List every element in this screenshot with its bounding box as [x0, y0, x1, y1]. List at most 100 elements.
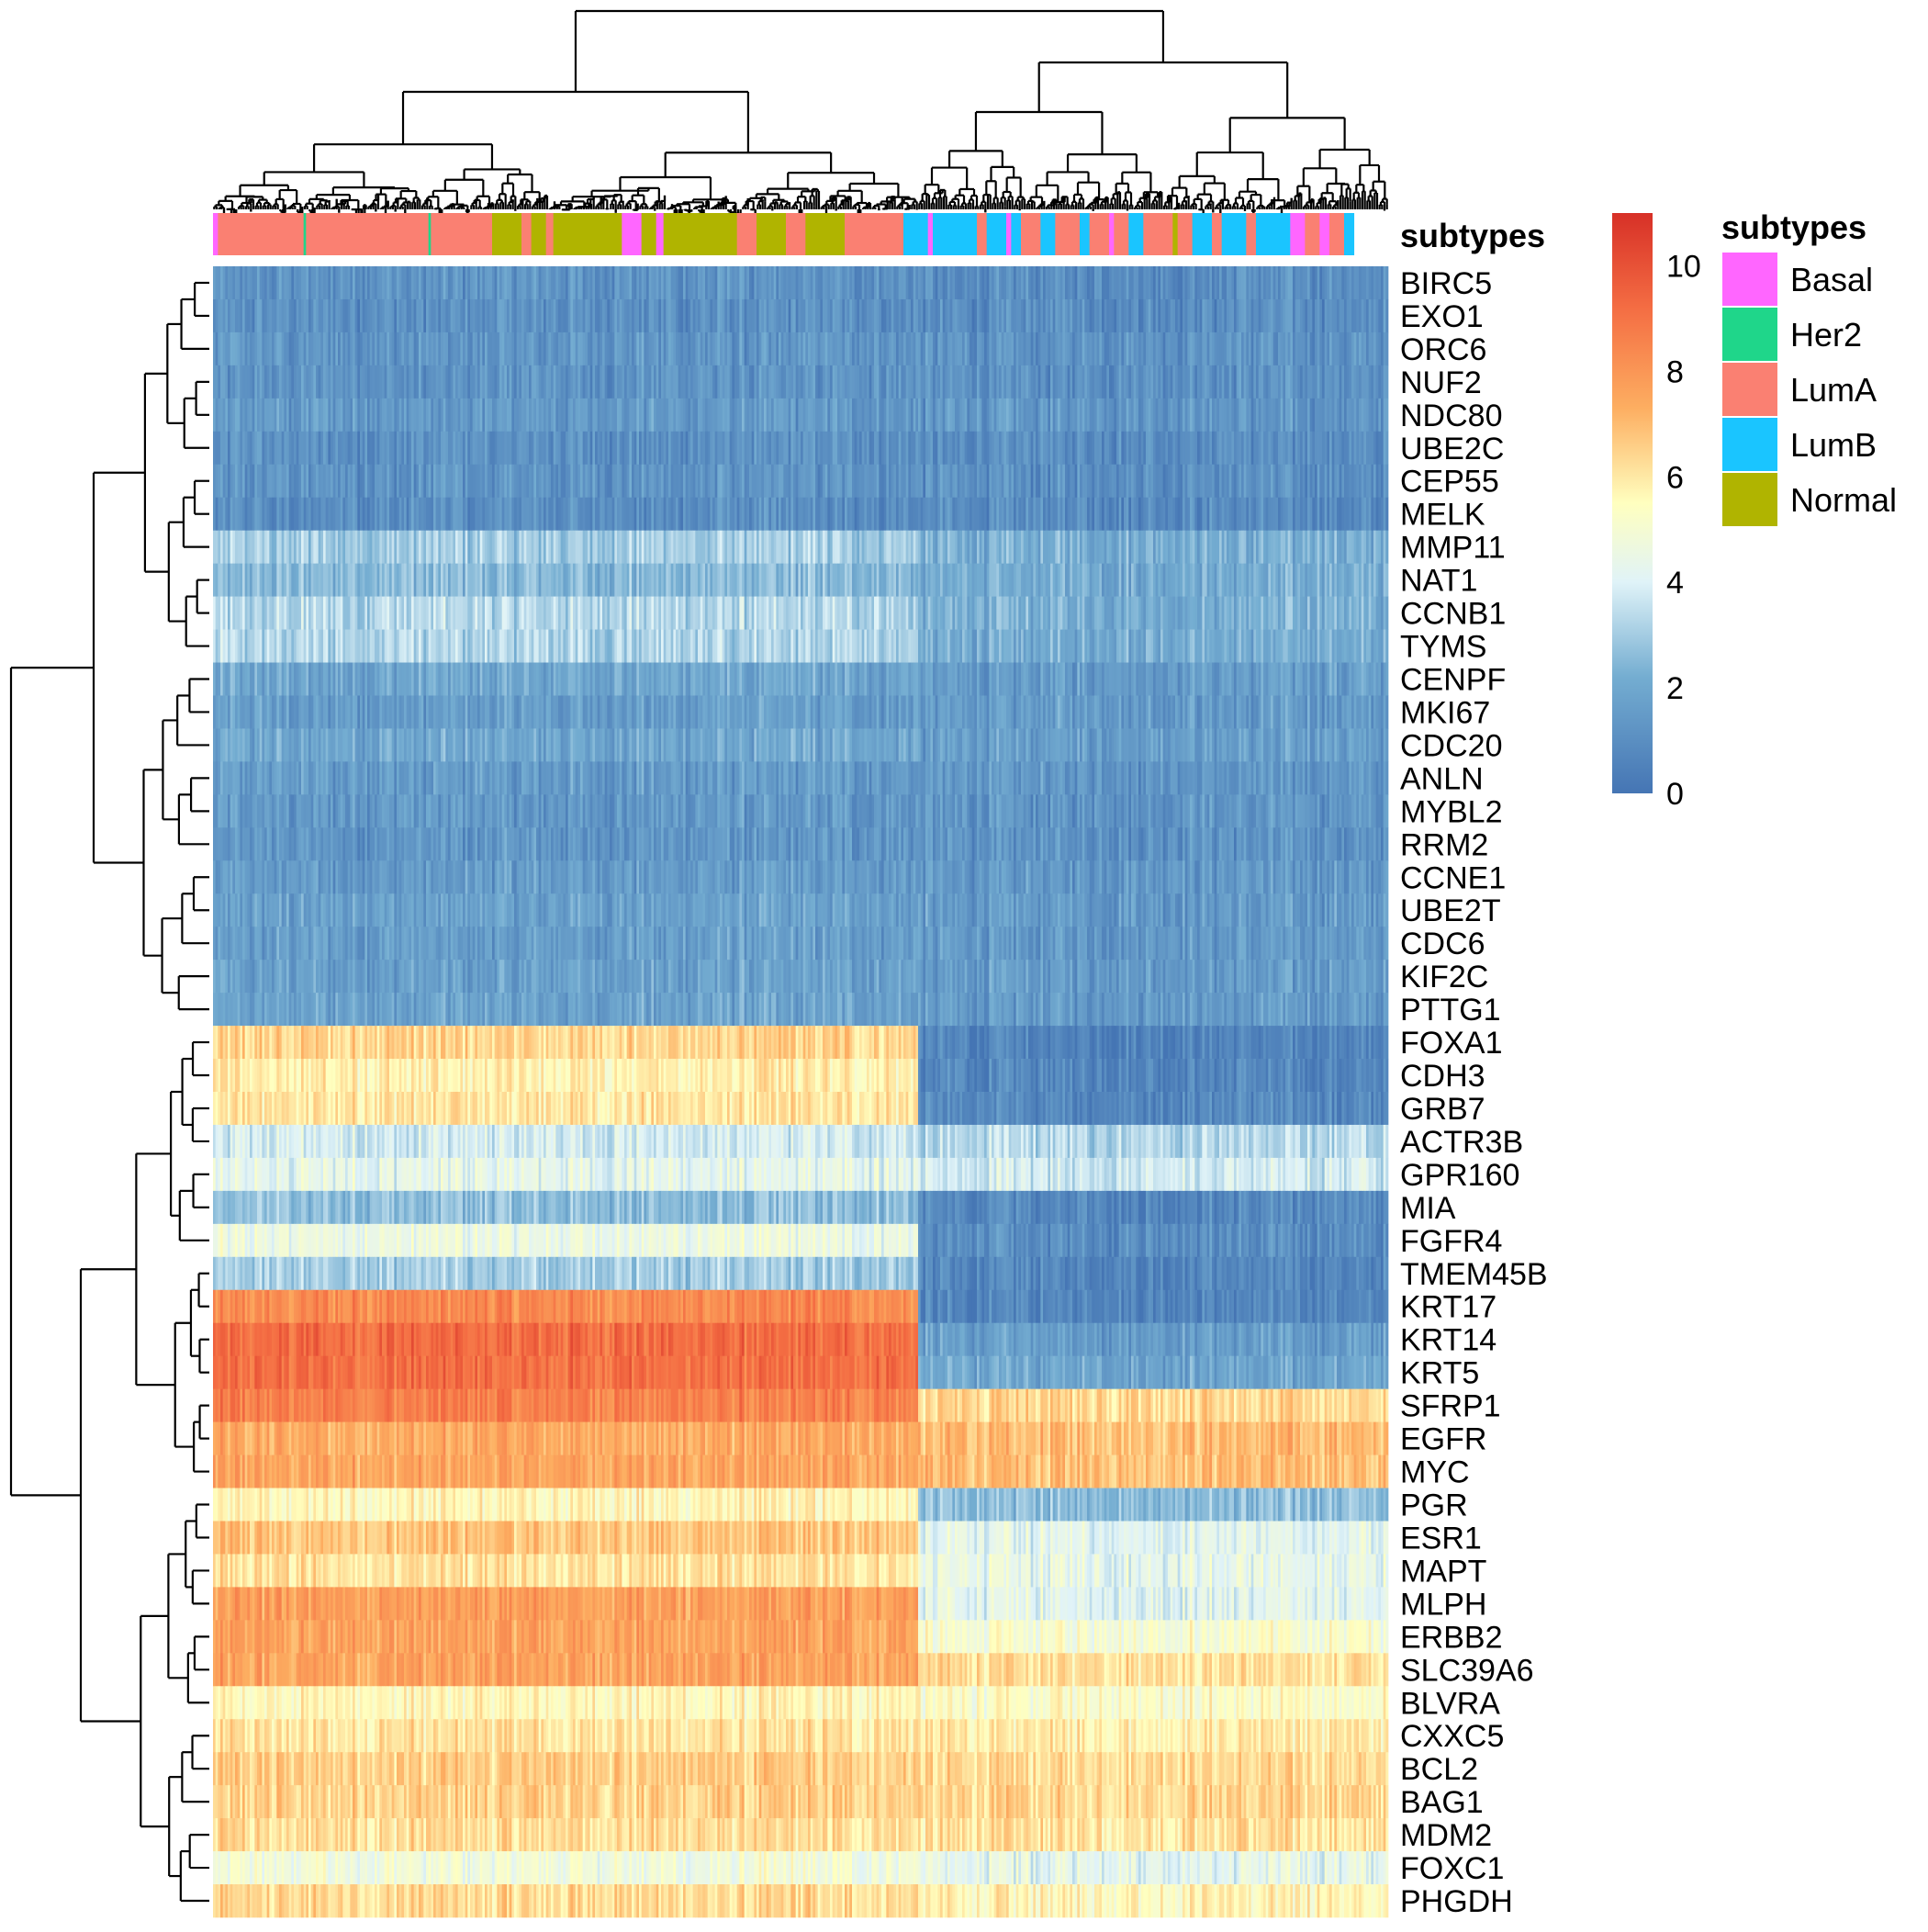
heatmap-cell — [620, 399, 622, 432]
heatmap-cell — [1322, 332, 1325, 365]
heatmap-cell — [779, 332, 781, 365]
heatmap-cell — [489, 432, 492, 465]
heatmap-cell — [252, 365, 255, 399]
heatmap-cell — [1256, 399, 1259, 432]
heatmap-cell — [1187, 365, 1190, 399]
heatmap-cell — [724, 266, 727, 299]
heatmap-cell — [320, 266, 323, 299]
heatmap-cell — [451, 432, 454, 465]
heatmap-cell — [1031, 399, 1034, 432]
heatmap-cell — [693, 299, 696, 332]
heatmap-cell — [752, 432, 755, 465]
heatmap-cell — [297, 332, 299, 365]
heatmap-cell — [409, 399, 411, 432]
heatmap-cell — [1087, 332, 1090, 365]
heatmap-cell — [830, 365, 833, 399]
heatmap-cell — [1261, 432, 1263, 465]
heatmap-cell — [849, 332, 852, 365]
heatmap-cell — [779, 266, 781, 299]
heatmap-cell — [583, 365, 586, 399]
heatmap-cell — [423, 365, 426, 399]
heatmap-cell — [754, 365, 757, 399]
heatmap-cell — [1018, 266, 1021, 299]
heatmap-cell — [313, 299, 316, 332]
heatmap-cell — [1002, 432, 1004, 465]
heatmap-cell — [1153, 266, 1156, 299]
heatmap-cell — [480, 266, 483, 299]
heatmap-cell — [688, 332, 690, 365]
heatmap-cell — [409, 465, 411, 498]
heatmap-cell — [970, 399, 972, 432]
heatmap-cell — [996, 465, 999, 498]
heatmap-cell — [291, 432, 294, 465]
heatmap-cell — [989, 299, 992, 332]
heatmap-cell — [710, 465, 712, 498]
heatmap-cell — [1106, 266, 1109, 299]
heatmap-cell — [1065, 332, 1068, 365]
heatmap-cell — [698, 365, 701, 399]
heatmap-cell — [790, 432, 793, 465]
heatmap-cell — [842, 332, 845, 365]
heatmap-cell — [375, 299, 377, 332]
heatmap-cell — [877, 332, 880, 365]
heatmap-cell — [342, 465, 345, 498]
heatmap-cell — [857, 266, 859, 299]
heatmap-cell — [1271, 365, 1273, 399]
heatmap-cell — [399, 432, 402, 465]
heatmap-cell — [475, 465, 477, 498]
heatmap-cell — [477, 465, 480, 498]
heatmap-cell — [1141, 432, 1144, 465]
heatmap-cell — [1172, 299, 1175, 332]
heatmap-cell — [1207, 432, 1210, 465]
heatmap-cell — [1278, 432, 1281, 465]
heatmap-cell — [830, 432, 833, 465]
heatmap-cell — [1058, 399, 1060, 432]
heatmap-cell — [879, 465, 881, 498]
heatmap-cell — [1261, 299, 1263, 332]
heatmap-cell — [216, 365, 219, 399]
heatmap-cell — [213, 299, 216, 332]
heatmap-row-cep55 — [213, 465, 1388, 498]
heatmap-cell — [1259, 299, 1261, 332]
heatmap-cell — [911, 399, 914, 432]
heatmap-cell — [536, 432, 539, 465]
heatmap-cell — [1322, 399, 1325, 432]
heatmap-cell — [333, 465, 336, 498]
heatmap-cell — [1200, 365, 1203, 399]
heatmap-cell — [539, 465, 542, 498]
heatmap-cell — [1362, 399, 1364, 432]
annotation-segment-basal — [1109, 213, 1115, 255]
annotation-segment-lumb — [903, 213, 928, 255]
heatmap-cell — [1215, 365, 1217, 399]
heatmap-cell — [561, 399, 564, 432]
heatmap-cell — [242, 465, 245, 498]
heatmap-cell — [937, 432, 940, 465]
heatmap-cell — [306, 465, 308, 498]
heatmap-cell — [1116, 299, 1119, 332]
heatmap-cell — [849, 299, 852, 332]
heatmap-cell — [1175, 432, 1178, 465]
heatmap-cell — [1114, 332, 1116, 365]
heatmap-cell — [1224, 399, 1227, 432]
heatmap-cell — [1009, 299, 1012, 332]
heatmap-cell — [818, 399, 821, 432]
heatmap-cell — [1180, 432, 1183, 465]
heatmap-cell — [1227, 365, 1229, 399]
heatmap-cell — [1172, 399, 1175, 432]
heatmap-cell — [1050, 332, 1053, 365]
heatmap-cell — [936, 266, 938, 299]
heatmap-cell — [614, 432, 617, 465]
annotation-segment-lumb — [1344, 213, 1354, 255]
heatmap-cell — [899, 266, 902, 299]
heatmap-cell — [1090, 365, 1093, 399]
heatmap-cell — [458, 332, 461, 365]
heatmap-cell — [825, 332, 828, 365]
heatmap-cell — [399, 266, 402, 299]
heatmap-cell — [622, 465, 624, 498]
heatmap-cell — [678, 299, 681, 332]
heatmap-cell — [387, 266, 389, 299]
heatmap-cell — [886, 266, 889, 299]
heatmap-cell — [1271, 432, 1273, 465]
heatmap-cell — [1149, 399, 1151, 432]
heatmap-cell — [1341, 432, 1344, 465]
